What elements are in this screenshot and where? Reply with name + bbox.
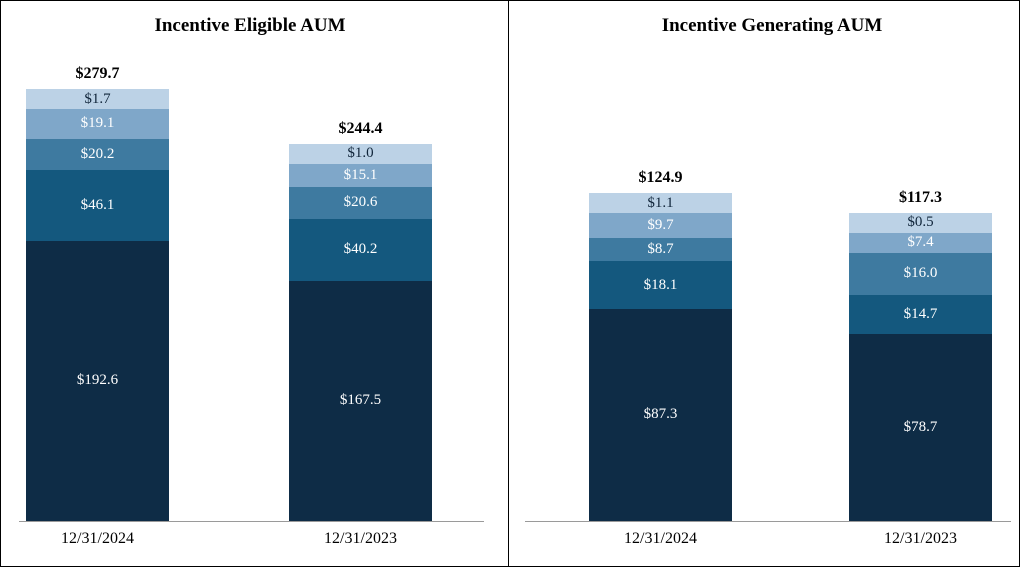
bar-segment: $167.5 [289,280,432,521]
bar-total-label: $244.4 [338,119,383,137]
bar-segment: $20.2 [26,138,169,170]
bar-segment: $18.1 [589,261,732,309]
bar-total-label: $117.3 [898,188,943,206]
x-tick-label-2024: 12/31/2024 [61,530,134,547]
chart-incentive-generating-aum: Incentive Generating AUM $124.9 $1.1 $9.7 $… [523,1,1019,566]
panel-divider-line [508,1,509,566]
bar-segment: $20.6 [289,186,432,219]
x-tick-label-2023: 12/31/2023 [324,530,397,547]
x-axis-line [525,521,1011,522]
bar-segment: $14.7 [849,294,992,334]
x-axis-line [19,521,484,522]
chart-title: Incentive Eligible AUM [154,15,346,36]
bar-segment: $19.1 [26,109,169,139]
bar-segment: $78.7 [849,333,992,521]
plot-area: $124.9 $1.1 $9.7 $8.7 $18.1 $87.3 $117.3 $0.5 $7… [523,1,1019,521]
bar-segment: $9.7 [589,213,732,239]
bar-segment: $1.1 [589,193,732,213]
bar-segment: $8.7 [589,238,732,262]
bar-segment: $16.0 [849,252,992,295]
x-tick-label-2023: 12/31/2023 [884,530,957,547]
stacked-bar: $279.7 $1.7 $19.1 $20.2 $46.1 $192.6 [26,65,169,521]
bar-segment: $1.7 [26,89,169,109]
stacked-bar: $244.4 $1.0 $15.1 $20.6 $40.2 $167.5 [289,120,432,521]
bar-segment: $192.6 [26,240,169,521]
x-tick-label-2024: 12/31/2024 [624,530,697,547]
plot-area: $279.7 $1.7 $19.1 $20.2 $46.1 $192.6 $244.4 $1.… [1,1,499,521]
bar-segment: $46.1 [26,169,169,241]
bar-segment: $7.4 [849,232,992,253]
chart-incentive-eligible-aum: Incentive Eligible AUM $279.7 $1.7 $19.1 $2… [1,1,499,566]
bar-segment: $1.0 [289,143,432,164]
bar-segment: $0.5 [849,212,992,233]
bar-segment: $15.1 [289,163,432,187]
bar-segment: $87.3 [589,308,732,521]
bar-total-label: $124.9 [638,169,683,186]
stacked-bar: $117.3 $0.5 $7.4 $16.0 $14.7 $78.7 [849,189,992,521]
bar-total-label: $279.7 [75,65,120,82]
bar-segment: $40.2 [289,218,432,281]
chart-title: Incentive Generating AUM [661,15,883,36]
stacked-bar: $124.9 $1.1 $9.7 $8.7 $18.1 $87.3 [589,169,732,521]
